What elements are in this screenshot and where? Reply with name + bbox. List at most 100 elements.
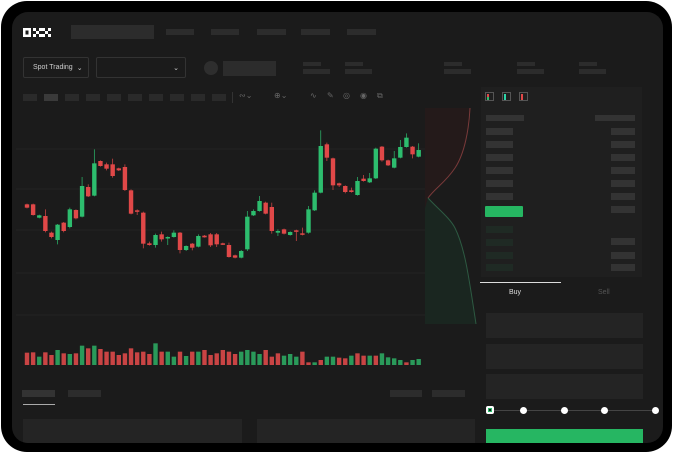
volume-bar [202,350,207,365]
volume-bar [404,362,409,365]
volume-bar [318,360,323,365]
candle-body [232,255,238,258]
candle-body [147,243,152,245]
candle-body [67,209,73,227]
fullscreen-icon[interactable]: ⧉ [377,91,383,100]
nav-item[interactable] [301,29,330,35]
candle-body [214,234,219,245]
nav-item[interactable] [347,29,376,35]
indicator-icon[interactable]: ∾⌄ [239,91,253,100]
orderbook-asks-icon[interactable] [519,92,528,101]
orders-panel [23,419,242,443]
line-tool-icon[interactable]: ∿ [310,91,317,100]
volume-bar [214,353,219,365]
candle-body [239,251,244,258]
pencil-icon[interactable]: ✎ [327,91,334,100]
volume-bar [171,356,177,365]
spot-trading-dropdown[interactable]: Spot Trading ⌄ [23,57,89,78]
volume-bar [251,351,256,365]
app-screen: Spot Trading ⌄ ⌄ ∾⌄ ⊕⌄ ∿ ✎ ◎ ◉ ⧉ [12,12,663,443]
volume-bar [232,354,238,365]
volume-bar [398,360,403,365]
filter-button[interactable] [432,390,465,397]
nav-item[interactable] [166,29,194,35]
volume-bar [392,358,397,365]
volume-bar [116,355,121,365]
search-bar[interactable] [71,25,154,39]
okx-logo[interactable] [23,26,51,38]
volume-bar [134,352,140,365]
volume-bar [336,357,342,365]
volume-bar [287,354,293,365]
orderbook-bids-icon[interactable] [502,92,511,101]
candle-body [128,190,134,214]
candle-body [300,233,305,235]
volume-bar [104,351,109,365]
candle-body [226,245,232,257]
candle-body [171,232,177,237]
candle-body [30,204,36,215]
candle-body [202,235,207,238]
orderbook-both-icon[interactable] [485,92,494,101]
volume-bar [30,352,36,365]
candle-body [306,209,311,233]
candlestick-chart[interactable] [12,12,432,382]
candle-body [324,144,330,158]
buy-button[interactable] [486,429,643,443]
volume-bar [98,349,103,365]
candle-body [43,216,48,231]
candle-body [110,164,115,176]
tab-open-orders[interactable] [22,390,55,397]
volume-bar [159,351,164,365]
volume-bar [343,358,348,365]
candle-body [330,158,336,186]
tab-buy[interactable]: Buy [509,289,522,296]
total-input[interactable] [486,374,643,399]
candle-body [294,230,299,232]
settings-icon[interactable]: ◉ [360,91,367,100]
candle-body [208,234,213,246]
candle-body [141,212,146,244]
candle-body [55,224,60,240]
pair-dropdown[interactable]: ⌄ [96,57,186,78]
candle-body [416,150,421,157]
candle-body [367,178,372,183]
candle-body [196,236,201,247]
candle-body [343,186,348,192]
volume-bar [61,353,66,365]
tab-sell[interactable]: Sell [598,289,610,296]
volume-bar [190,351,195,365]
nav-item[interactable] [257,29,286,35]
candle-body [251,211,256,216]
candle-body [61,222,66,231]
filter-button[interactable] [390,390,422,397]
candle-body [190,243,195,248]
candle-body [98,161,103,166]
volume-bar [226,351,232,365]
candle-body [122,167,128,190]
volume-bar [361,355,366,365]
volume-bar [410,360,415,365]
volume-bar [67,354,73,365]
volume-bar [37,356,42,365]
candle-body [404,137,409,147]
amount-input[interactable] [486,344,643,369]
volume-bar [86,348,91,365]
candle-body [177,232,183,250]
candle-body [104,164,109,169]
candle-body [79,186,85,217]
spot-trading-label: Spot Trading [33,64,73,71]
volume-bar [373,355,379,365]
price-input[interactable] [486,313,643,338]
chart-type-icon[interactable]: ⊕⌄ [274,91,288,100]
candle-body [398,147,403,158]
tab-order-history[interactable] [68,390,101,397]
volume-bar [122,353,128,365]
slider-handle[interactable] [486,406,494,414]
camera-icon[interactable]: ◎ [343,91,350,100]
pair-price [223,61,276,76]
nav-item[interactable] [211,29,239,35]
volume-bar [281,355,287,365]
volume-bar [275,353,281,365]
volume-bar [385,357,391,365]
